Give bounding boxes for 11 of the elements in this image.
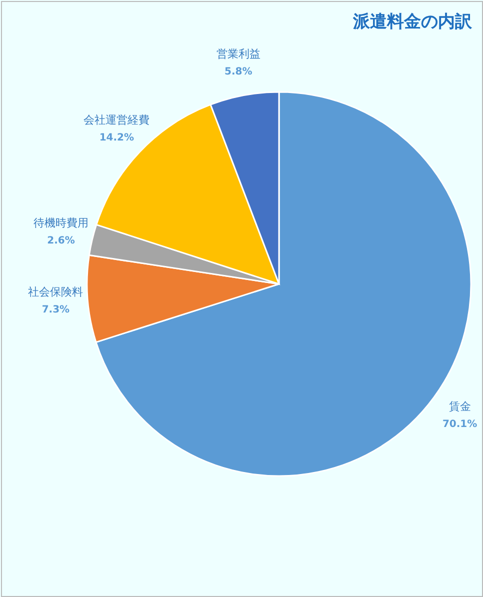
data-label: 7.3% bbox=[42, 304, 70, 316]
slice-label: 待機時費用 bbox=[34, 216, 89, 230]
slice-label: 賃金 bbox=[448, 400, 471, 414]
data-label: 70.1% bbox=[442, 419, 478, 430]
slice-label: 営業利益 bbox=[216, 48, 260, 61]
data-label: 14.2% bbox=[99, 132, 134, 144]
data-label: 5.8% bbox=[224, 66, 252, 78]
data-label: 2.6% bbox=[47, 235, 75, 246]
chart-title: 派遣料金の内訳 bbox=[352, 12, 473, 32]
slice-label: 社会保険料 bbox=[28, 286, 84, 299]
slice-label: 会社運営経費 bbox=[84, 114, 150, 127]
